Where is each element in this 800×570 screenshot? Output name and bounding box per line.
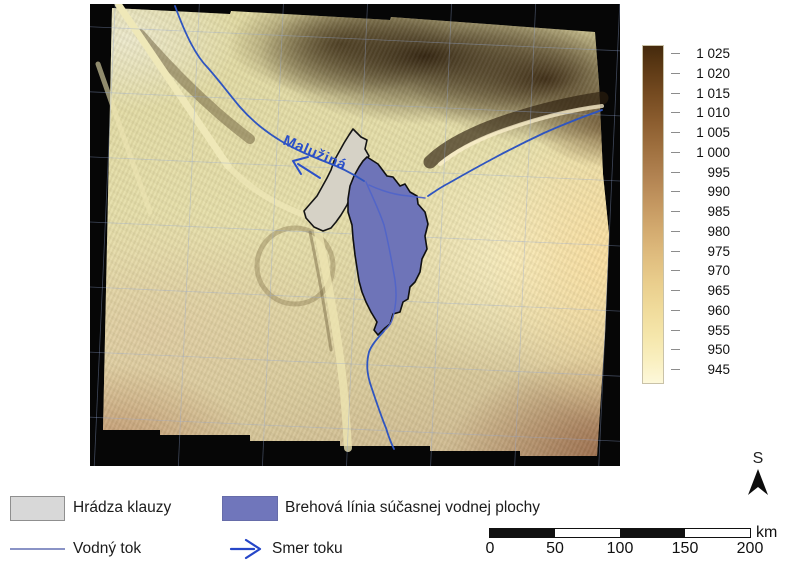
colorbar-tick-row: 965 (671, 283, 730, 298)
scalebar-segment (685, 529, 750, 537)
tick-mark (671, 112, 680, 114)
colorbar-tick-row: 1 010 (671, 105, 730, 120)
colorbar-tick-label: 1 000 (696, 144, 730, 160)
map-frame: Malužiná (90, 4, 620, 466)
colorbar-tick-label: 985 (707, 204, 730, 219)
legend-swatch-water (222, 496, 278, 521)
legend-swatch-river (10, 548, 65, 550)
legend-label-river: Vodný tok (73, 540, 142, 557)
colorbar-tick-label: 980 (707, 223, 730, 239)
flow-arrow-map (292, 156, 321, 179)
scalebar-segment (490, 529, 555, 537)
river-lines (174, 5, 603, 450)
north-indicator: S (742, 451, 774, 502)
graticule (90, 4, 620, 466)
colorbar-tick-row: 995 (671, 165, 730, 180)
elevation-colorbar: 1 025 1 020 1 015 1 010 1 005 1 000 995 … (638, 40, 788, 390)
colorbar-tick-row: 1 005 (671, 125, 730, 140)
tick-mark (671, 92, 680, 94)
north-arrow-icon (748, 469, 768, 495)
colorbar-gradient (642, 45, 664, 384)
river-lower (366, 330, 395, 450)
scalebar-label: 200 (736, 540, 764, 557)
valley-lines (95, 4, 609, 452)
water-river-lines (365, 181, 426, 332)
colorbar-tick-row: 980 (671, 224, 730, 239)
tick-mark (671, 171, 680, 173)
river-label: Malužiná (280, 132, 349, 174)
scalebar-unit: km (756, 524, 778, 541)
river-right (427, 109, 603, 197)
tick-mark (671, 132, 680, 133)
colorbar-tick-row: 1 000 (671, 145, 730, 160)
scalebar-bar (489, 528, 751, 538)
colorbar-tick-row: 1 015 (671, 86, 730, 101)
colorbar-tick-label: 975 (707, 243, 730, 259)
colorbar-tick-label: 995 (707, 164, 730, 180)
colorbar-tick-label: 1 020 (696, 65, 730, 81)
colorbar-tick-label: 965 (707, 283, 730, 298)
colorbar-tick-row: 960 (671, 303, 730, 318)
colorbar-tick-row: 975 (671, 244, 730, 259)
tick-mark (671, 211, 680, 212)
scalebar-label: 150 (671, 540, 699, 557)
colorbar-tick-label: 945 (707, 362, 730, 377)
scalebar-label: 0 (485, 540, 495, 557)
colorbar-tick-row: 990 (671, 184, 730, 199)
colorbar-tick-label: 950 (707, 342, 730, 358)
tick-mark (671, 369, 680, 370)
legend-label-flow: Smer toku (272, 540, 343, 557)
colorbar-tick-row: 985 (671, 204, 730, 219)
legend-swatch-dam (10, 496, 65, 521)
scalebar-segment (555, 529, 620, 537)
colorbar-tick-label: 1 025 (696, 46, 730, 61)
tick-mark (671, 290, 680, 291)
river-upper (174, 5, 365, 182)
colorbar-tick-row: 955 (671, 323, 730, 338)
tick-mark (671, 230, 680, 232)
legend-label-dam: Hrádza klauzy (73, 499, 172, 516)
scalebar-label: 50 (546, 540, 564, 557)
flow-arrow-icon (229, 538, 262, 560)
tick-mark (671, 270, 680, 272)
tick-mark (671, 309, 680, 311)
tick-mark (671, 151, 680, 153)
colorbar-tick-label: 990 (707, 184, 730, 200)
colorbar-tick-row: 950 (671, 342, 730, 357)
legend: Hrádza klauzy Brehová línia súčasnej vod… (0, 488, 540, 570)
north-label: S (752, 450, 764, 467)
colorbar-ticks: 1 025 1 020 1 015 1 010 1 005 1 000 995 … (671, 46, 730, 377)
map-overlay-svg: Malužiná (90, 4, 620, 466)
colorbar-tick-row: 1 025 (671, 46, 730, 61)
colorbar-tick-label: 1 005 (696, 125, 730, 140)
colorbar-tick-label: 1 010 (696, 105, 730, 121)
colorbar-tick-row: 1 020 (671, 66, 730, 81)
colorbar-tick-label: 955 (707, 322, 730, 338)
colorbar-tick-label: 960 (707, 302, 730, 318)
scalebar-label: 100 (606, 540, 634, 557)
tick-mark (671, 72, 680, 74)
tick-mark (671, 191, 680, 193)
scalebar: 0 50 100 150 200 km (485, 524, 789, 562)
tick-mark (671, 250, 680, 252)
tick-mark (671, 349, 680, 351)
colorbar-tick-row: 945 (671, 362, 730, 377)
tick-mark (671, 53, 680, 54)
tick-mark (671, 329, 680, 331)
colorbar-tick-label: 970 (707, 263, 730, 279)
scalebar-segment (620, 529, 685, 537)
legend-label-water: Brehová línia súčasnej vodnej plochy (285, 499, 541, 516)
colorbar-tick-row: 970 (671, 263, 730, 278)
colorbar-tick-label: 1 015 (696, 85, 730, 101)
